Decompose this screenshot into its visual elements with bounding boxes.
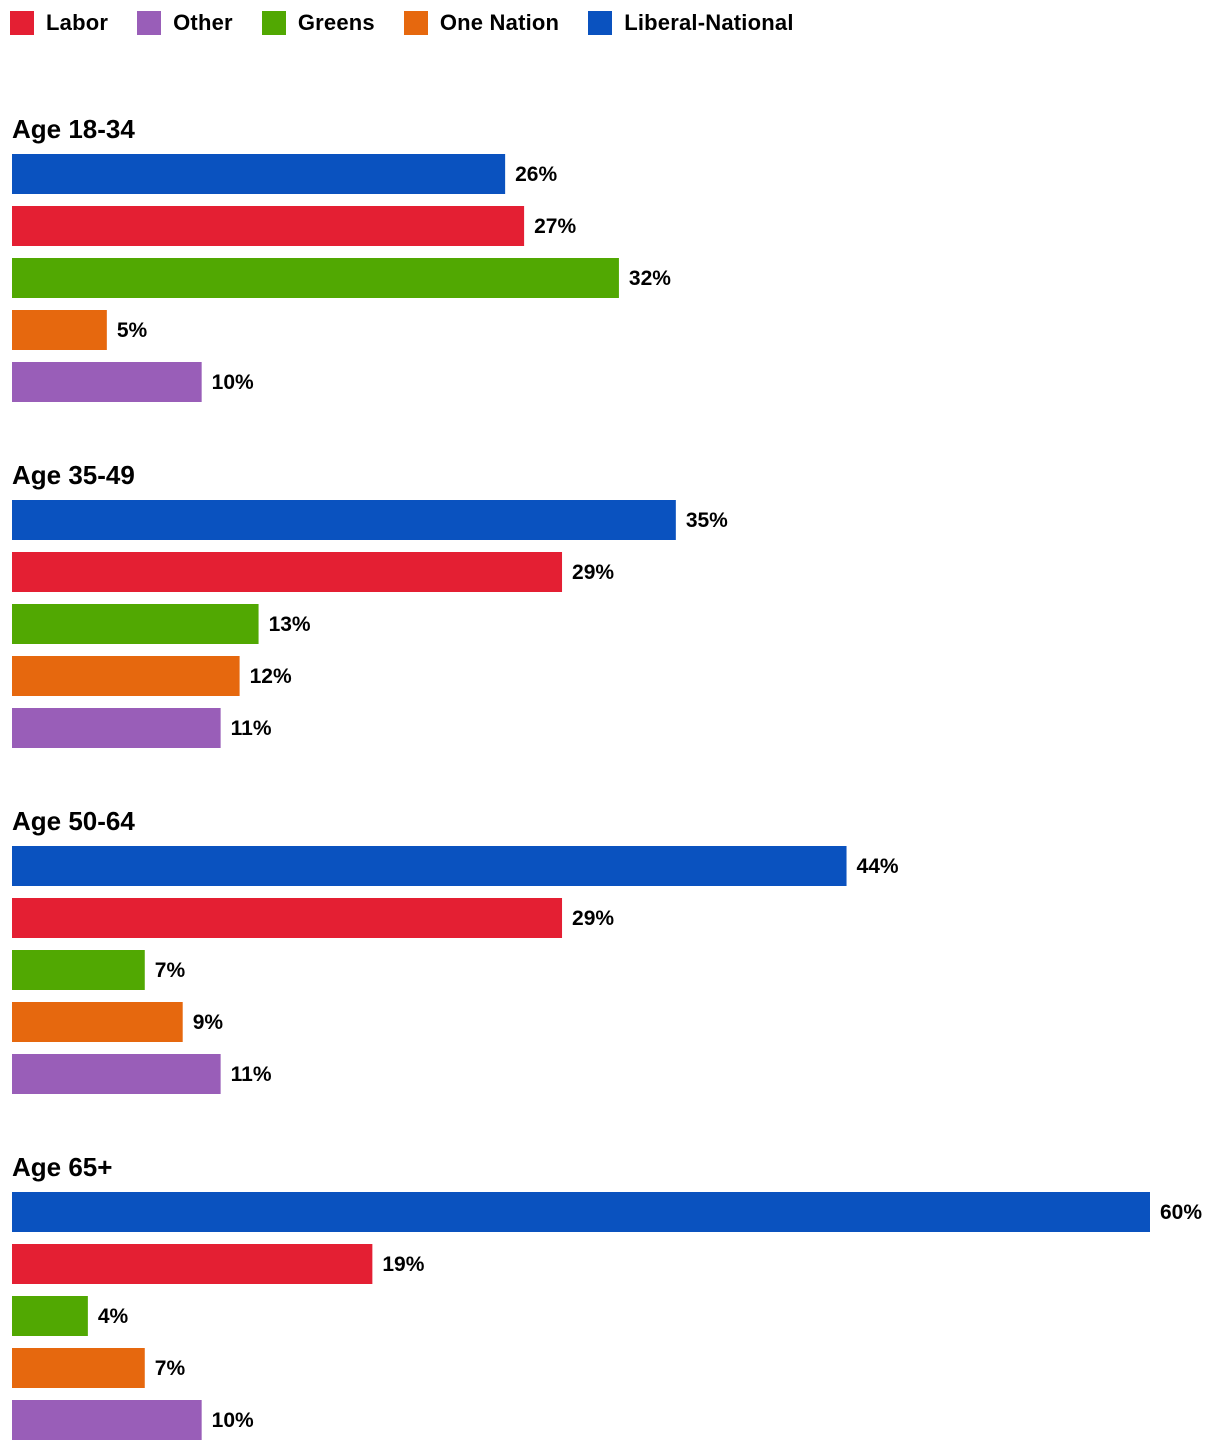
- bar-value-label: 7%: [155, 959, 186, 982]
- bar-one-nation: [12, 310, 107, 350]
- bar-value-label: 10%: [212, 371, 254, 394]
- group-title: Age 65+: [12, 1152, 112, 1182]
- bar-value-label: 13%: [269, 613, 311, 636]
- legend-item-greens: Greens: [261, 10, 375, 36]
- legend-item-other: Other: [137, 10, 233, 36]
- legend-label: Greens: [297, 10, 375, 35]
- bar-value-label: 27%: [534, 215, 576, 238]
- group-title: Age 18-34: [12, 114, 135, 144]
- legend-item-labor: Labor: [10, 10, 108, 36]
- bar-greens: [12, 604, 259, 644]
- bar-value-label: 11%: [231, 717, 272, 740]
- bar-one-nation: [12, 1348, 145, 1388]
- bar-value-label: 29%: [572, 561, 614, 584]
- bar-value-label: 19%: [382, 1253, 424, 1276]
- bar-value-label: 4%: [98, 1305, 129, 1328]
- legend-label: Liberal-National: [624, 10, 794, 35]
- bar-value-label: 10%: [212, 1409, 254, 1432]
- bar-one-nation: [12, 656, 240, 696]
- bar-value-label: 26%: [515, 163, 557, 186]
- bar-value-label: 7%: [155, 1357, 186, 1380]
- legend-swatch: [10, 11, 34, 35]
- bar-labor: [12, 898, 563, 938]
- legend-item-liberal-national: Liberal-National: [588, 10, 793, 36]
- bar-value-label: 12%: [250, 665, 292, 688]
- bar-labor: [12, 1244, 373, 1284]
- bar-liberal-national: [12, 500, 676, 540]
- legend-swatch: [137, 11, 162, 35]
- bar-greens: [12, 1296, 88, 1336]
- bar-greens: [12, 950, 145, 990]
- bar-value-label: 35%: [686, 509, 728, 532]
- bar-other: [12, 362, 202, 402]
- bar-other: [12, 708, 221, 748]
- bar-other: [12, 1400, 202, 1440]
- bar-value-label: 60%: [1160, 1201, 1202, 1224]
- legend: Labor Other Greens One Nation Liberal-Nation…: [10, 9, 823, 37]
- legend-swatch: [403, 11, 428, 35]
- legend-swatch: [588, 11, 613, 35]
- bar-labor: [12, 206, 525, 246]
- bar-greens: [12, 258, 619, 298]
- bar-one-nation: [12, 1002, 183, 1042]
- bar-value-label: 44%: [857, 855, 899, 878]
- bar-value-label: 32%: [629, 267, 671, 290]
- bar-value-label: 11%: [231, 1063, 272, 1086]
- bar-labor: [12, 552, 563, 592]
- bar-value-label: 29%: [572, 907, 614, 930]
- legend-item-one-nation: One Nation: [403, 10, 560, 36]
- legend-swatch: [261, 11, 286, 35]
- legend-label: One Nation: [439, 10, 560, 35]
- bar-value-label: 9%: [193, 1011, 224, 1034]
- group-title: Age 35-49: [12, 460, 135, 490]
- bar-liberal-national: [12, 1192, 1150, 1232]
- bar-other: [12, 1054, 221, 1094]
- legend-label: Labor: [46, 10, 109, 35]
- bar-liberal-national: [12, 154, 506, 194]
- legend-label: Other: [173, 10, 233, 35]
- group-title: Age 50-64: [12, 806, 135, 836]
- bar-liberal-national: [12, 846, 847, 886]
- bar-value-label: 5%: [117, 319, 148, 342]
